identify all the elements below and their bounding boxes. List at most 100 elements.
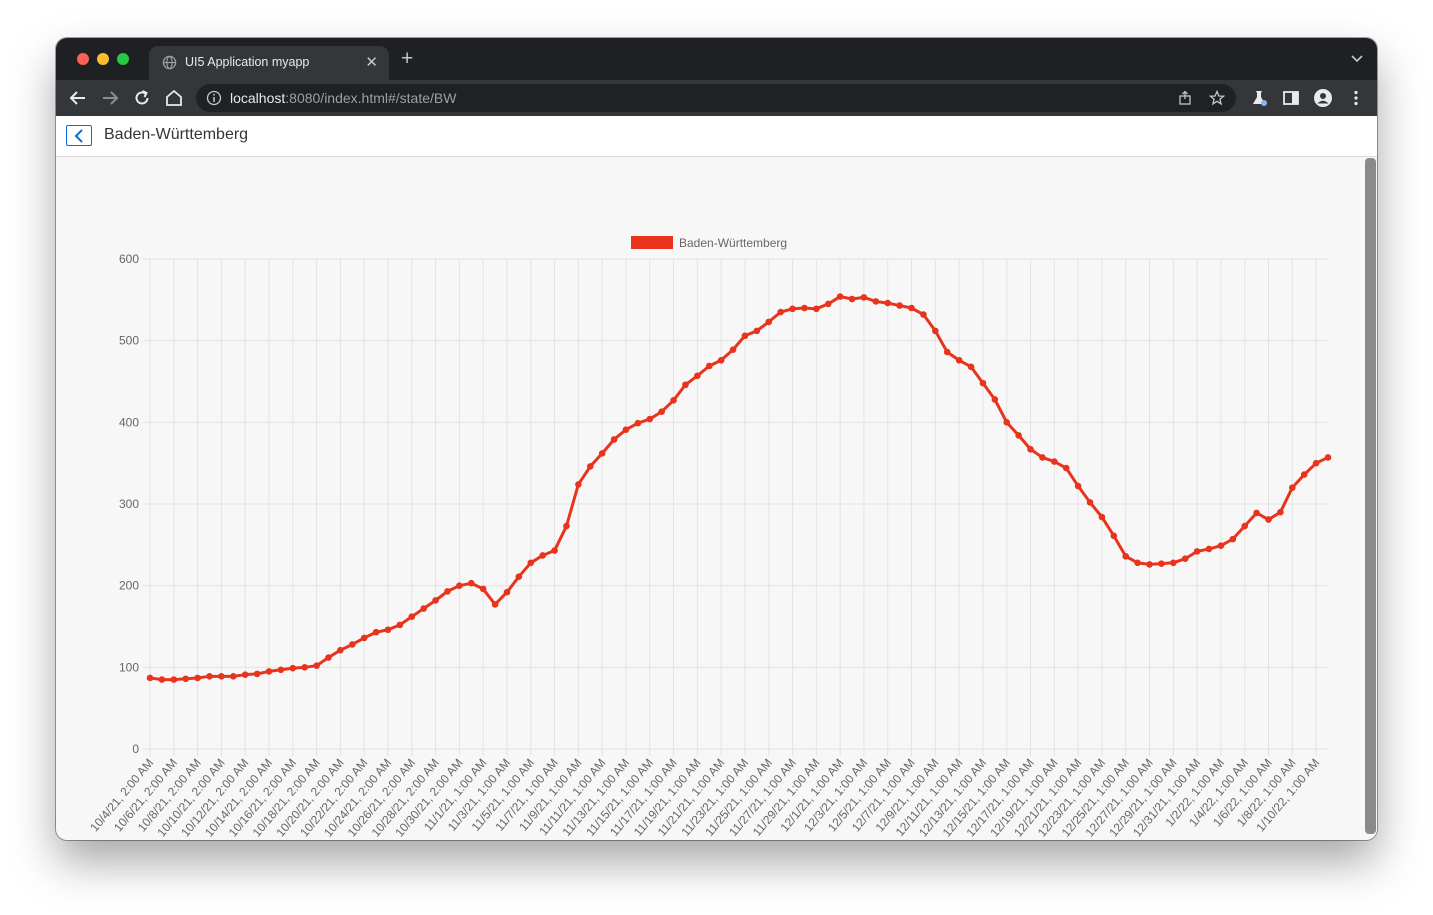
tab-strip: UI5 Application myapp ✕ +	[56, 38, 1377, 80]
data-point	[551, 547, 558, 554]
data-point	[646, 415, 654, 423]
legend-swatch	[631, 236, 673, 249]
url-text: localhost:8080/index.html#/state/BW	[230, 90, 456, 106]
data-point	[479, 585, 487, 593]
forward-arrow-icon[interactable]	[100, 88, 120, 108]
profile-icon[interactable]	[1313, 88, 1333, 108]
data-point	[1003, 419, 1011, 426]
data-point	[884, 299, 892, 307]
close-window-button[interactable]	[77, 53, 89, 65]
nav-back-button[interactable]	[66, 125, 92, 146]
data-point	[991, 396, 999, 403]
data-point	[277, 666, 285, 674]
bookmark-star-icon[interactable]	[1209, 90, 1225, 106]
back-arrow-icon[interactable]	[68, 88, 88, 108]
data-point	[563, 522, 570, 530]
y-tick-label: 0	[132, 742, 139, 756]
legend-label: Baden-Württemberg	[679, 236, 787, 250]
data-point	[717, 356, 725, 364]
data-point	[670, 396, 677, 404]
data-point	[491, 601, 499, 608]
data-point	[979, 379, 987, 387]
data-point	[313, 662, 320, 669]
data-point	[634, 419, 642, 427]
data-point	[682, 381, 689, 389]
y-tick-label: 500	[119, 334, 139, 348]
data-point	[836, 293, 844, 300]
data-point	[1051, 458, 1058, 465]
tab-close-icon[interactable]: ✕	[365, 54, 378, 71]
data-point	[265, 668, 273, 675]
minimize-window-button[interactable]	[97, 53, 109, 65]
data-point	[384, 626, 392, 634]
data-point	[456, 582, 463, 589]
data-point	[789, 305, 796, 313]
data-point	[1205, 545, 1213, 553]
data-point	[729, 346, 737, 353]
data-point	[348, 641, 356, 648]
data-point	[170, 676, 178, 683]
data-point	[1146, 561, 1153, 568]
vertical-scrollbar[interactable]	[1365, 158, 1376, 834]
data-point	[1181, 555, 1189, 563]
extension-flask-icon[interactable]	[1249, 88, 1269, 108]
data-point	[218, 673, 225, 680]
data-point	[241, 671, 249, 678]
url-path: :8080/index.html#/state/BW	[285, 90, 457, 106]
data-point	[1217, 542, 1225, 549]
browser-toolbar: localhost:8080/index.html#/state/BW	[56, 80, 1377, 116]
data-point	[229, 673, 237, 680]
data-point	[444, 588, 451, 595]
data-point	[1122, 552, 1130, 560]
side-panel-icon[interactable]	[1281, 88, 1301, 108]
series-line	[149, 295, 1329, 682]
data-point	[658, 408, 665, 416]
data-point	[1039, 454, 1046, 461]
data-point	[1110, 532, 1118, 540]
data-point	[182, 675, 189, 683]
home-icon[interactable]	[164, 88, 184, 108]
data-point	[420, 605, 427, 612]
share-icon[interactable]	[1177, 90, 1193, 106]
data-point	[955, 356, 963, 364]
data-point	[741, 332, 749, 340]
more-menu-icon[interactable]	[1346, 88, 1366, 108]
data-point	[943, 348, 951, 356]
data-point	[824, 300, 832, 308]
data-point	[527, 559, 535, 567]
maximize-window-button[interactable]	[117, 53, 129, 65]
data-point	[253, 670, 261, 678]
data-point	[1074, 482, 1082, 490]
new-tab-icon[interactable]: +	[401, 47, 414, 70]
data-point	[337, 646, 344, 654]
data-point	[301, 664, 308, 671]
data-point	[967, 363, 975, 371]
info-icon[interactable]	[206, 90, 222, 106]
reload-icon[interactable]	[132, 88, 152, 108]
data-point	[1170, 559, 1177, 567]
data-point	[372, 628, 380, 636]
data-point	[539, 552, 546, 559]
address-bar[interactable]: localhost:8080/index.html#/state/BW	[196, 84, 1236, 112]
y-tick-label: 200	[119, 579, 139, 593]
url-host: localhost	[230, 90, 286, 106]
data-point	[1265, 516, 1272, 523]
data-point	[1098, 513, 1106, 521]
data-point	[206, 673, 213, 680]
data-point	[872, 298, 880, 305]
data-point	[1300, 471, 1308, 478]
data-point	[325, 654, 332, 661]
data-point	[408, 613, 416, 620]
data-point	[896, 302, 903, 309]
data-point	[705, 362, 713, 370]
data-point	[1158, 560, 1165, 567]
data-point	[1229, 535, 1237, 543]
browser-tab[interactable]: UI5 Application myapp ✕	[149, 46, 389, 80]
chevron-down-icon[interactable]	[1351, 52, 1363, 64]
data-point	[932, 327, 939, 335]
data-point	[289, 664, 297, 672]
y-tick-label: 400	[119, 415, 139, 429]
y-tick-label: 100	[119, 660, 139, 674]
data-point	[848, 295, 856, 303]
data-point	[694, 372, 701, 380]
